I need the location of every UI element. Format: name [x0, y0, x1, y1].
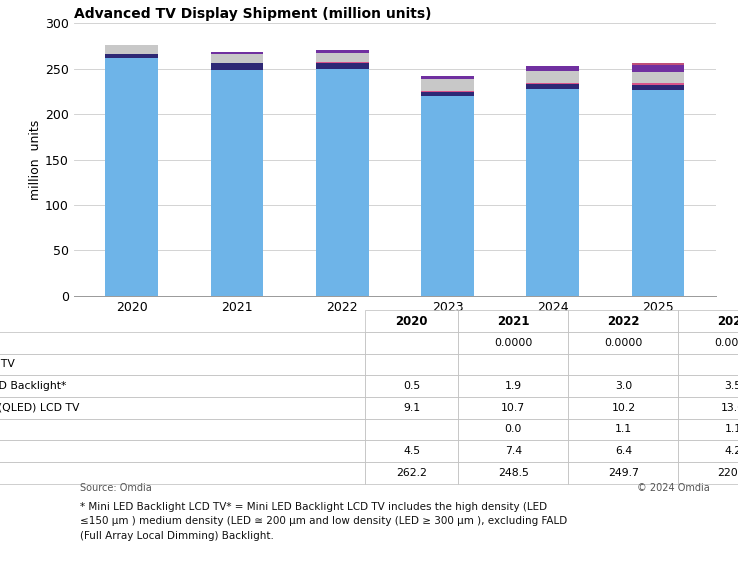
Text: Source: Omdia: Source: Omdia: [80, 483, 152, 493]
Text: * Mini LED Backlight LCD TV* = Mini LED Backlight LCD TV includes the high densi: * Mini LED Backlight LCD TV* = Mini LED …: [80, 502, 568, 541]
Bar: [106, 53, 158, 58]
Bar: [421, 91, 474, 92]
Bar: [632, 83, 684, 85]
Bar: [316, 53, 368, 62]
Bar: [526, 72, 579, 83]
Bar: [210, 54, 263, 63]
Bar: [632, 85, 684, 90]
Bar: [526, 89, 579, 296]
Bar: [632, 65, 684, 72]
Bar: [210, 70, 263, 296]
Bar: [526, 85, 579, 89]
Bar: [316, 50, 368, 53]
Bar: [106, 58, 158, 296]
Bar: [421, 79, 474, 91]
Bar: [421, 96, 474, 296]
Bar: [210, 52, 263, 54]
Y-axis label: million  units: million units: [30, 120, 42, 200]
Bar: [106, 45, 158, 53]
Bar: [421, 76, 474, 79]
Bar: [632, 90, 684, 296]
Bar: [316, 63, 368, 69]
Text: Advanced TV Display Shipment (million units): Advanced TV Display Shipment (million un…: [74, 7, 431, 21]
Bar: [632, 72, 684, 83]
Bar: [316, 62, 368, 63]
Bar: [210, 63, 263, 70]
Bar: [632, 63, 684, 65]
Bar: [316, 69, 368, 296]
Bar: [526, 66, 579, 72]
Bar: [526, 83, 579, 85]
Bar: [421, 92, 474, 96]
Text: © 2024 Omdia: © 2024 Omdia: [637, 483, 709, 493]
